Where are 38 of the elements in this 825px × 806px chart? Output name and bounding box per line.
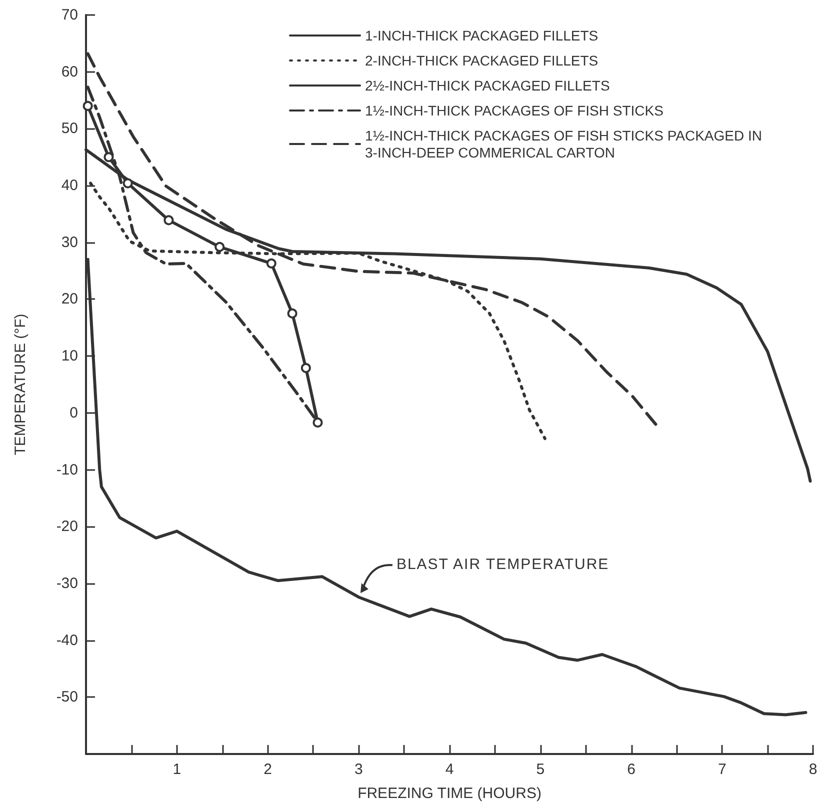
y-tick-label: -50 [56, 688, 78, 706]
legend-label: 1-INCH-THICK PACKAGED FILLETS [365, 28, 598, 44]
legend-label: 2-INCH-THICK PACKAGED FILLETS [365, 52, 598, 68]
x-tick-label: 3 [354, 761, 363, 778]
y-tick-label: 40 [61, 177, 78, 194]
point [82, 100, 93, 111]
y-tick-label: -30 [56, 574, 78, 592]
y-tick-label: 50 [61, 120, 78, 138]
y-tick-label: 70 [61, 6, 78, 24]
annotation: BLAST AIR TEMPERATURE [396, 556, 610, 574]
point [300, 363, 311, 374]
legend-label: 1½-INCH-THICK PACKAGES OF FISH STICKS PACKAGED IN 3-INCH-DEEP COMMERICAL CARTON [365, 128, 766, 160]
x-tick-label: 7 [718, 761, 726, 778]
x-tick-label: 5 [536, 761, 545, 778]
point [312, 418, 323, 428]
x-tick-label: 2 [264, 761, 272, 778]
point [287, 308, 298, 318]
y-tick-label: 0 [70, 404, 78, 422]
legend-label: 2½-INCH-THICK PACKAGED FILLETS [365, 78, 610, 94]
y-axis-title: TEMPERATURE (°F) [12, 314, 29, 456]
legend-label: 1½-INCH-THICK PACKAGES OF FISH STICKS [365, 102, 664, 118]
y-tick-label: 20 [61, 290, 78, 308]
x-tick-label: 4 [445, 761, 454, 778]
y-tick-label: 60 [61, 63, 78, 80]
y-tick-label: 30 [61, 234, 78, 251]
x-tick-label: 1 [172, 761, 182, 778]
point [266, 258, 276, 268]
y-tick-label: -10 [56, 461, 78, 478]
y-tick-label: -20 [56, 518, 78, 536]
point [214, 242, 225, 252]
point [122, 178, 133, 188]
x-axis-title: FREEZING TIME (HOURS) [358, 785, 542, 802]
point [164, 215, 174, 226]
x-tick-label: 6 [627, 761, 636, 778]
y-tick-label: -40 [56, 632, 78, 649]
point [104, 152, 114, 162]
y-tick-label: 10 [61, 348, 78, 365]
x-tick-label: 8 [808, 761, 818, 778]
